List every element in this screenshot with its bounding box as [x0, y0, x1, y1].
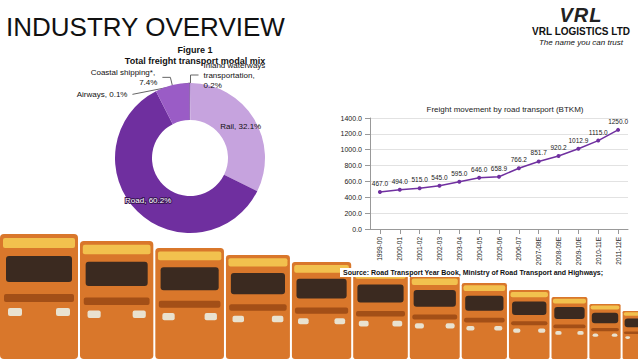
- svg-text:800.0: 800.0: [344, 162, 362, 169]
- html-text:Source: Road Transport Year Bo: Source: Road Transport Year Book, Minist…: [343, 269, 604, 276]
- svg-text:2007-08E: 2007-08E: [535, 236, 542, 265]
- svg-text:2011-12E: 2011-12E: [615, 236, 622, 264]
- svg-text:467.0: 467.0: [372, 180, 389, 187]
- svg-text:1400.0: 1400.0: [341, 115, 363, 122]
- svg-text:Rail, 32.1%: Rail, 32.1%: [220, 122, 261, 131]
- svg-text:658.9: 658.9: [491, 165, 508, 172]
- svg-text:2000-01: 2000-01: [396, 237, 403, 261]
- svg-text:1200.0: 1200.0: [341, 130, 363, 137]
- svg-text:0.0: 0.0: [352, 226, 362, 233]
- html-text:The name you can trust: The name you can trust: [539, 38, 623, 47]
- svg-text:2001-02: 2001-02: [416, 237, 423, 261]
- svg-text:545.0: 545.0: [431, 174, 448, 181]
- svg-text:2004-05: 2004-05: [476, 237, 483, 261]
- svg-text:1999-00: 1999-00: [376, 237, 383, 261]
- svg-text:2010-11E: 2010-11E: [595, 236, 602, 264]
- svg-text:1115.0: 1115.0: [589, 129, 608, 136]
- svg-text:515.0: 515.0: [411, 176, 428, 183]
- svg-text:transportation,: transportation,: [204, 71, 257, 80]
- svg-text:400.0: 400.0: [344, 194, 362, 201]
- svg-text:Road, 60.2%: Road, 60.2%: [125, 196, 171, 205]
- svg-text:7.4%: 7.4%: [139, 78, 157, 87]
- svg-text:1012.9: 1012.9: [568, 137, 588, 144]
- svg-text:2005-06: 2005-06: [496, 237, 503, 261]
- svg-text:920.2: 920.2: [550, 144, 567, 151]
- svg-text:1000.0: 1000.0: [341, 146, 363, 153]
- svg-text:851.7: 851.7: [531, 149, 548, 156]
- svg-text:Airways, 0.1%: Airways, 0.1%: [77, 90, 128, 99]
- svg-text:2006-07: 2006-07: [515, 237, 522, 261]
- svg-text:595.0: 595.0: [451, 170, 468, 177]
- html-text:VRL: VRL: [559, 4, 603, 26]
- svg-text:0.2%: 0.2%: [204, 81, 222, 90]
- svg-text:Freight movement by road trans: Freight movement by road transport (BTKM…: [427, 105, 584, 114]
- svg-text:200.0: 200.0: [344, 210, 362, 217]
- svg-text:646.0: 646.0: [471, 166, 488, 173]
- svg-text:2002-03: 2002-03: [436, 237, 443, 261]
- svg-text:600.0: 600.0: [344, 178, 362, 185]
- svg-text:Total freight transport modal: Total freight transport modal mix: [125, 56, 265, 66]
- svg-text:1250.0: 1250.0: [608, 118, 628, 125]
- html-text:VRL LOGISTICS LTD: VRL LOGISTICS LTD: [532, 26, 630, 37]
- svg-text:2003-04: 2003-04: [456, 237, 463, 261]
- svg-text:2008-09E: 2008-09E: [555, 236, 562, 265]
- svg-text:2009-10E: 2009-10E: [575, 236, 582, 265]
- svg-text:494.0: 494.0: [392, 178, 409, 185]
- svg-text:766.2: 766.2: [511, 156, 528, 163]
- html-text:INDUSTRY OVERVIEW: INDUSTRY OVERVIEW: [6, 12, 285, 42]
- svg-text:Figure 1: Figure 1: [177, 45, 212, 55]
- svg-text:Coastal shipping*,: Coastal shipping*,: [91, 68, 158, 77]
